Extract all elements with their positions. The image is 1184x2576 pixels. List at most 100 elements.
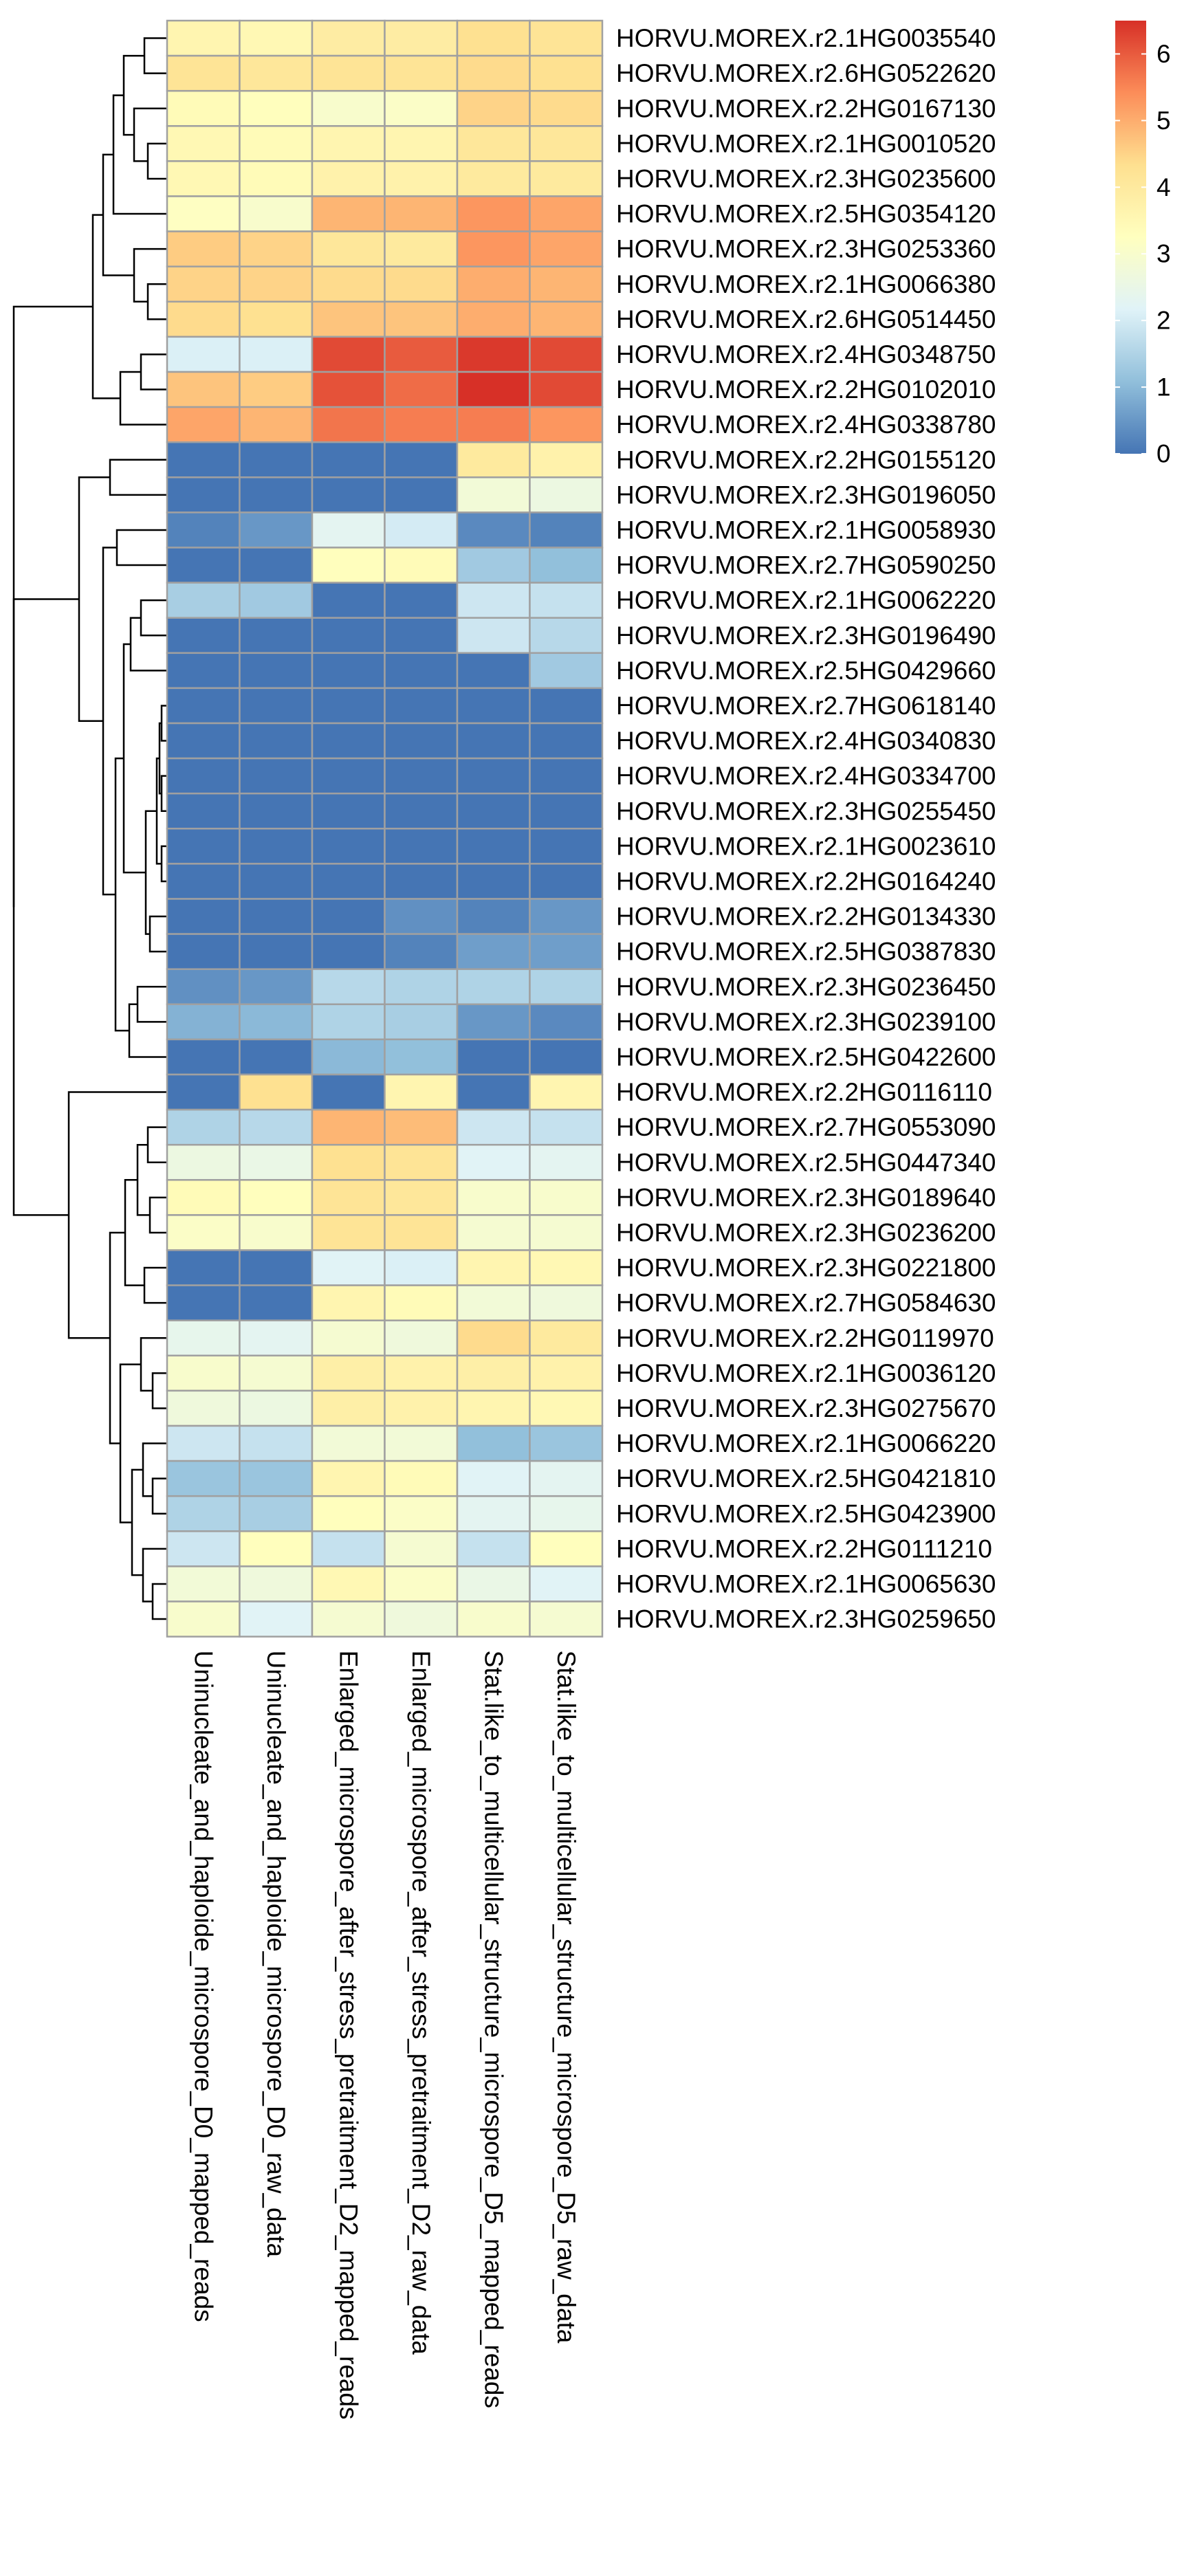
heatmap-cell — [239, 1143, 314, 1181]
dendrogram-branch — [91, 214, 120, 399]
heatmap-cell — [239, 1038, 314, 1076]
dendrogram-branch — [142, 1548, 167, 1603]
heatmap-cell — [166, 1249, 241, 1286]
heatmap-cell — [311, 89, 386, 127]
heatmap-cell — [529, 1354, 604, 1392]
heatmap-cell — [239, 1565, 314, 1603]
heatmap-cell — [384, 265, 459, 303]
dendrogram-branch — [112, 94, 167, 215]
dendrogram-branch — [143, 37, 167, 74]
heatmap-cell — [239, 722, 314, 760]
heatmap-cell — [311, 1565, 386, 1603]
heatmap-cell — [384, 1038, 459, 1076]
heatmap-cell — [239, 652, 314, 690]
heatmap-cell — [529, 722, 604, 760]
heatmap-cell — [239, 617, 314, 654]
heatmap-cell — [456, 1284, 531, 1321]
heatmap-cell — [456, 1073, 531, 1111]
row-label: HORVU.MOREX.r2.5HG0421810 — [616, 1464, 996, 1493]
row-label: HORVU.MOREX.r2.4HG0348750 — [616, 340, 996, 368]
heatmap-cell — [311, 1284, 386, 1321]
row-label: HORVU.MOREX.r2.1HG0058930 — [616, 516, 996, 544]
column-labels: Uninucleate_and_haploide_microspore_D0_m… — [189, 1651, 580, 2420]
row-label: HORVU.MOREX.r2.5HG0429660 — [616, 657, 996, 685]
heatmap-cell — [311, 511, 386, 549]
heatmap-cell — [384, 1319, 459, 1357]
heatmap-cell — [456, 547, 531, 584]
dendrogram-branch — [146, 1126, 167, 1163]
column-label: Enlarged_microspore_after_stress_pretrai… — [407, 1651, 435, 2355]
row-label: HORVU.MOREX.r2.1HG0010520 — [616, 129, 996, 157]
heatmap-cell — [166, 1003, 241, 1041]
heatmap-cell — [239, 1389, 314, 1427]
row-dendrogram — [12, 37, 167, 1620]
row-label: HORVU.MOREX.r2.5HG0447340 — [616, 1148, 996, 1176]
heatmap-cell — [166, 828, 241, 865]
heatmap-cell — [529, 792, 604, 830]
heatmap-cell — [529, 582, 604, 619]
heatmap-cell — [529, 476, 604, 514]
heatmap-cell — [456, 687, 531, 725]
dendrogram-branch — [124, 1179, 144, 1286]
heatmap-cell — [529, 898, 604, 935]
heatmap-cell — [384, 722, 459, 760]
heatmap-cell — [384, 230, 459, 267]
heatmap-cell — [529, 300, 604, 338]
heatmap-cell — [311, 335, 386, 373]
heatmap-cell — [166, 300, 241, 338]
heatmap-cell — [166, 1143, 241, 1181]
heatmap-cell — [384, 1073, 459, 1111]
dendrogram-branch — [12, 305, 93, 907]
heatmap-cell — [311, 722, 386, 760]
dendrogram-branch — [133, 107, 167, 162]
heatmap-cell — [239, 1179, 314, 1216]
row-label: HORVU.MOREX.r2.3HG0236450 — [616, 973, 996, 1001]
heatmap-cell — [239, 1284, 314, 1321]
heatmap-cell — [529, 1038, 604, 1076]
heatmap-cell — [529, 230, 604, 267]
heatmap-cell — [166, 1460, 241, 1497]
legend-tick-label: 3 — [1156, 240, 1171, 268]
dendrogram-branch — [146, 142, 167, 180]
dendrogram-branch — [122, 643, 146, 874]
dendrogram-branch — [149, 1196, 167, 1234]
heatmap-cell — [529, 1249, 604, 1286]
row-label: HORVU.MOREX.r2.3HG0253360 — [616, 235, 996, 263]
heatmap-cell — [239, 1319, 314, 1357]
heatmap-cell — [239, 1003, 314, 1041]
heatmap-cell — [166, 160, 241, 197]
heatmap-cell — [239, 1354, 314, 1392]
heatmap-cell — [456, 371, 531, 408]
heatmap-cell — [456, 1108, 531, 1146]
heatmap-cell — [311, 582, 386, 619]
heatmap-cell — [456, 898, 531, 935]
heatmap-cell — [456, 933, 531, 970]
heatmap-cell — [384, 1389, 459, 1427]
heatmap-cell — [239, 547, 314, 584]
heatmap-cell — [166, 582, 241, 619]
heatmap-cell — [166, 757, 241, 795]
heatmap-cell — [384, 1249, 459, 1286]
heatmap-cell — [384, 1424, 459, 1462]
heatmap-cell — [384, 792, 459, 830]
column-label: Uninucleate_and_haploide_microspore_D0_r… — [262, 1651, 290, 2258]
heatmap-cell — [384, 1108, 459, 1146]
heatmap-cell — [166, 898, 241, 935]
heatmap-cell — [384, 757, 459, 795]
dendrogram-branch — [151, 1477, 167, 1515]
heatmap-cell — [239, 511, 314, 549]
heatmap-cell — [384, 828, 459, 865]
dendrogram-branch — [151, 1372, 167, 1409]
heatmap-cell — [311, 968, 386, 1006]
row-label: HORVU.MOREX.r2.6HG0522620 — [616, 59, 996, 87]
dendrogram-branch — [146, 283, 167, 320]
heatmap-cell — [456, 300, 531, 338]
row-label: HORVU.MOREX.r2.2HG0134330 — [616, 903, 996, 931]
heatmap-cell — [384, 1565, 459, 1603]
heatmap-cell — [456, 441, 531, 478]
dendrogram-branch — [114, 757, 129, 1032]
heatmap-cell — [166, 1389, 241, 1427]
heatmap-cell — [384, 968, 459, 1006]
heatmap-cell — [166, 1530, 241, 1567]
